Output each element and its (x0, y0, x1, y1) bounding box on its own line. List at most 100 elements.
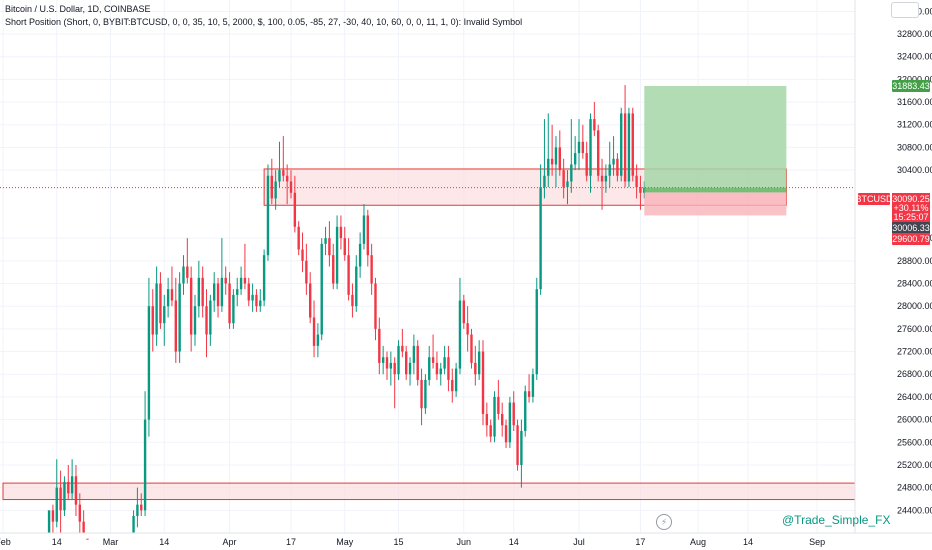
candle[interactable] (374, 277, 377, 341)
candle[interactable] (454, 362, 458, 397)
candle[interactable] (635, 164, 638, 199)
auto-scale-button[interactable] (891, 2, 919, 18)
stop-zone[interactable] (644, 192, 787, 216)
candle[interactable] (547, 113, 550, 188)
candle[interactable] (497, 379, 500, 420)
candle[interactable] (424, 374, 427, 414)
lightning-icon[interactable]: ⚡ (656, 514, 672, 530)
candle[interactable] (247, 277, 250, 307)
candle[interactable] (608, 141, 611, 188)
candle[interactable] (239, 266, 243, 295)
candle[interactable] (527, 374, 531, 403)
candle[interactable] (220, 238, 224, 312)
candle[interactable] (201, 266, 204, 318)
candle[interactable] (228, 272, 231, 329)
candle[interactable] (408, 357, 412, 386)
candle[interactable] (278, 141, 281, 188)
candle[interactable] (543, 119, 546, 199)
candle[interactable] (255, 289, 258, 312)
candle[interactable] (312, 300, 316, 358)
candle[interactable] (393, 357, 396, 409)
candle[interactable] (389, 351, 393, 386)
candle[interactable] (612, 136, 615, 176)
candle[interactable] (74, 464, 78, 516)
candle[interactable] (381, 345, 385, 375)
candle[interactable] (597, 124, 600, 182)
candle[interactable] (620, 107, 623, 182)
candle[interactable] (339, 215, 343, 250)
candle[interactable] (213, 272, 216, 312)
candle[interactable] (224, 266, 227, 295)
candle[interactable] (501, 402, 504, 437)
indicator-legend[interactable]: Short Position (Short, 0, BYBIT:BTCUSD, … (5, 17, 523, 27)
candle[interactable] (262, 249, 266, 307)
candle[interactable] (470, 328, 473, 369)
candle[interactable] (209, 294, 212, 346)
candle[interactable] (481, 340, 485, 426)
candle[interactable] (550, 124, 554, 176)
candle[interactable] (431, 334, 435, 369)
candle[interactable] (558, 130, 561, 176)
candle[interactable] (504, 419, 508, 448)
candle[interactable] (51, 504, 55, 533)
candle[interactable] (143, 391, 147, 516)
candle[interactable] (627, 107, 631, 188)
candle[interactable] (412, 334, 416, 375)
candle[interactable] (174, 277, 177, 363)
candle[interactable] (136, 487, 139, 528)
candle[interactable] (282, 136, 285, 182)
candle[interactable] (332, 243, 335, 290)
candle[interactable] (489, 419, 492, 443)
candle[interactable] (324, 226, 327, 256)
support-zone[interactable] (2, 482, 856, 501)
candle[interactable] (67, 464, 70, 499)
candles-layer[interactable] (47, 85, 646, 540)
candle[interactable] (59, 470, 62, 533)
candle[interactable] (47, 510, 51, 533)
candle[interactable] (301, 232, 304, 273)
candle[interactable] (274, 170, 277, 210)
candle[interactable] (420, 368, 423, 426)
candle[interactable] (485, 402, 489, 437)
candle[interactable] (443, 345, 446, 375)
candle[interactable] (343, 226, 346, 261)
candle[interactable] (512, 391, 515, 431)
candle[interactable] (358, 232, 362, 278)
candle[interactable] (347, 238, 350, 301)
candle[interactable] (447, 345, 450, 392)
candle[interactable] (259, 289, 262, 312)
candle[interactable] (462, 294, 465, 329)
candle[interactable] (477, 340, 481, 380)
candle[interactable] (266, 164, 270, 261)
candle[interactable] (401, 328, 404, 358)
target-zone[interactable] (644, 85, 787, 188)
candle[interactable] (385, 351, 389, 380)
candle[interactable] (285, 164, 289, 205)
symbol-title[interactable]: Bitcoin / U.S. Dollar, 1D, COINBASE (5, 4, 151, 14)
candle[interactable] (78, 493, 81, 533)
candle[interactable] (166, 277, 170, 318)
candle[interactable] (320, 238, 323, 341)
candle[interactable] (539, 164, 542, 295)
candle[interactable] (232, 289, 235, 329)
candle[interactable] (570, 119, 573, 193)
candle[interactable] (55, 459, 58, 528)
candle[interactable] (178, 272, 181, 363)
candle[interactable] (566, 170, 569, 205)
candle[interactable] (520, 419, 523, 488)
candle[interactable] (573, 136, 577, 171)
candle[interactable] (316, 323, 320, 358)
candle[interactable] (151, 289, 154, 352)
candle[interactable] (493, 391, 496, 443)
candle[interactable] (508, 396, 512, 448)
candle[interactable] (197, 260, 201, 318)
candle[interactable] (524, 385, 527, 437)
candle[interactable] (362, 204, 366, 250)
candle[interactable] (589, 113, 592, 193)
candle[interactable] (535, 277, 538, 380)
candle[interactable] (155, 266, 158, 346)
candle[interactable] (378, 317, 381, 375)
candle[interactable] (293, 175, 297, 233)
candle[interactable] (600, 158, 604, 210)
candle[interactable] (405, 345, 408, 380)
